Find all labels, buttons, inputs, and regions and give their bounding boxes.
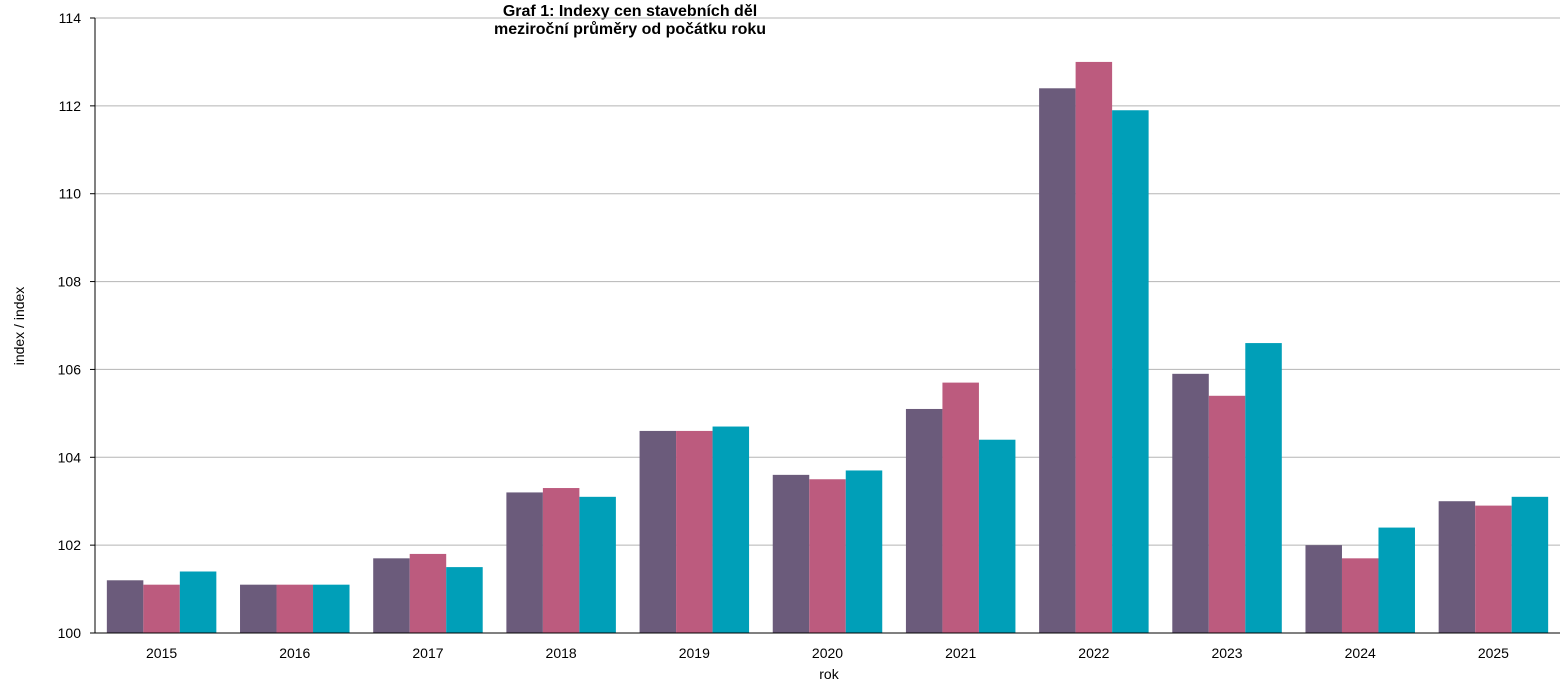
bar bbox=[639, 430, 677, 633]
bar bbox=[942, 382, 979, 633]
y-tick-label: 114 bbox=[59, 10, 82, 26]
bars bbox=[106, 61, 1549, 634]
bar bbox=[240, 584, 277, 633]
bar bbox=[1438, 501, 1476, 633]
bar bbox=[579, 496, 616, 633]
x-tick-label: 2021 bbox=[945, 645, 976, 661]
x-tick-label: 2019 bbox=[679, 645, 710, 661]
x-axis-label: rok bbox=[819, 666, 839, 682]
y-tick-label: 106 bbox=[58, 361, 82, 377]
y-tick-label: 110 bbox=[59, 186, 82, 202]
bar bbox=[809, 479, 846, 633]
bar bbox=[1378, 527, 1415, 633]
x-tick-label: 2015 bbox=[146, 645, 177, 661]
bar bbox=[143, 584, 180, 633]
x-tick-label: 2023 bbox=[1211, 645, 1242, 661]
bar bbox=[978, 439, 1016, 633]
chart-title: Graf 1: Indexy cen stavebních děl bbox=[502, 3, 758, 20]
bar bbox=[1075, 61, 1113, 633]
x-tick-label: 2022 bbox=[1078, 645, 1109, 661]
bar bbox=[1208, 395, 1246, 633]
y-tick-label: 104 bbox=[58, 449, 82, 465]
x-tick-labels: 2015 2016 2017 2018 2019 2020 2021 2022 2023 2024… bbox=[146, 645, 1509, 661]
bar bbox=[542, 488, 580, 633]
bar bbox=[409, 553, 447, 633]
bar bbox=[1112, 110, 1149, 633]
y-tick-label: 100 bbox=[58, 625, 82, 641]
x-tick-label: 2024 bbox=[1345, 645, 1376, 661]
bar bbox=[1511, 496, 1549, 633]
x-tick-label: 2016 bbox=[279, 645, 310, 661]
bar bbox=[905, 408, 943, 633]
axes bbox=[90, 17, 1560, 634]
y-tick-label: 112 bbox=[59, 98, 82, 114]
chart-subtitle: meziroční průměry od počátku roku bbox=[493, 21, 767, 38]
bar bbox=[1475, 505, 1512, 633]
x-tick-label: 2025 bbox=[1478, 645, 1509, 661]
bar bbox=[712, 426, 750, 633]
y-tick-labels: 100 102 104 106 108 110 112 114 bbox=[58, 10, 82, 641]
y-axis-label: index / index bbox=[11, 287, 27, 366]
bar bbox=[506, 492, 543, 633]
x-tick-label: 2018 bbox=[546, 645, 577, 661]
x-tick-label: 2017 bbox=[412, 645, 443, 661]
y-tick-label: 102 bbox=[58, 537, 82, 553]
bar bbox=[446, 567, 483, 633]
bar bbox=[676, 430, 713, 633]
bar bbox=[179, 571, 217, 633]
bar bbox=[106, 580, 144, 633]
bar bbox=[845, 470, 883, 633]
bar bbox=[1172, 373, 1209, 633]
bar bbox=[276, 584, 314, 633]
gridlines bbox=[95, 17, 1560, 546]
bar bbox=[1341, 558, 1379, 633]
y-tick-label: 108 bbox=[58, 274, 82, 290]
x-tick-label: 2020 bbox=[812, 645, 843, 661]
bar bbox=[313, 584, 350, 633]
bar bbox=[772, 474, 810, 633]
bar bbox=[373, 558, 410, 633]
bar bbox=[1039, 88, 1076, 634]
bar bbox=[1305, 545, 1342, 633]
bar bbox=[1245, 343, 1282, 633]
